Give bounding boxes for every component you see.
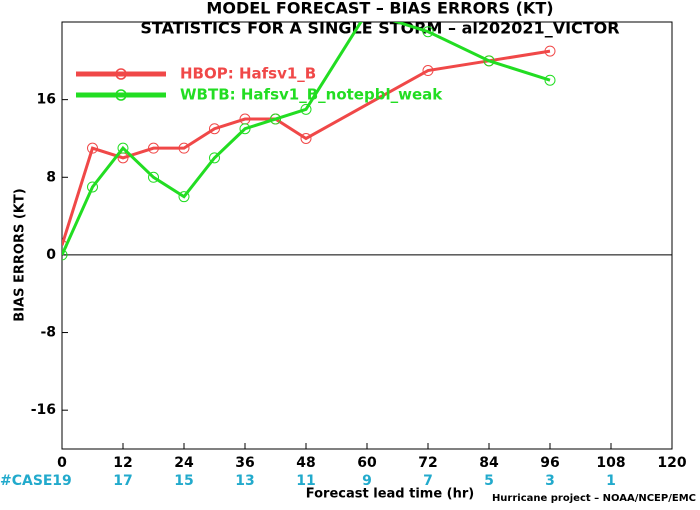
series-marker: [483, 55, 495, 67]
case-count: 3: [545, 473, 555, 489]
x-tick-label: 108: [596, 455, 625, 471]
x-tick-label: 36: [235, 455, 254, 471]
x-tick-label: 60: [357, 455, 377, 471]
series-marker: [300, 132, 312, 144]
x-tick-label: 72: [418, 455, 437, 471]
case-count: 19: [52, 473, 71, 489]
footer: Hurricane project – NOAA/NCEP/EMC: [492, 493, 696, 504]
legend-marker: [115, 89, 127, 101]
series-marker: [178, 142, 190, 154]
x-tick-label: 84: [479, 455, 499, 471]
y-tick-label: 0: [46, 247, 56, 263]
series-marker: [544, 74, 556, 86]
case-count: 1: [606, 473, 616, 489]
series-marker: [209, 123, 220, 135]
series-line: [62, 22, 551, 256]
x-axis-label: Forecast lead time (hr): [306, 487, 474, 502]
chart-title: MODEL FORECAST – BIAS ERRORS (KT): [206, 0, 553, 18]
series-marker: [62, 249, 68, 261]
case-label: #CASE: [0, 473, 53, 489]
x-tick-label: 12: [113, 455, 132, 471]
case-count: 7: [423, 473, 433, 489]
x-tick-label: 24: [174, 455, 194, 471]
x-tick-label: 120: [657, 455, 686, 471]
y-tick-label: -8: [40, 325, 56, 341]
x-tick-label: 96: [540, 455, 559, 471]
series-marker: [422, 65, 434, 77]
case-count: 9: [362, 473, 372, 489]
series-marker: [270, 113, 281, 125]
case-count: 15: [174, 473, 193, 489]
chart-subtitle: STATISTICS FOR A SINGLE STORM – al202021…: [140, 19, 619, 38]
legend-label: HBOP: Hafsv1_B: [180, 65, 316, 83]
case-count: 11: [296, 473, 315, 489]
legend-marker: [115, 68, 127, 80]
x-tick-label: 48: [296, 455, 315, 471]
plot-area: [62, 22, 556, 261]
series-marker: [87, 181, 98, 193]
y-tick-label: 8: [46, 169, 56, 185]
series-marker: [300, 103, 312, 115]
legend-label: WBTB: Hafsv1_B_notepbl_weak: [180, 86, 443, 104]
x-tick-label: 0: [57, 455, 67, 471]
series-marker: [148, 142, 159, 154]
series-marker: [209, 152, 220, 164]
case-count: 17: [113, 473, 132, 489]
y-tick-label: -16: [31, 402, 56, 418]
y-tick-label: 16: [37, 92, 56, 108]
series-marker: [544, 45, 556, 57]
series-marker: [148, 171, 159, 183]
series-marker: [178, 191, 190, 203]
series-marker: [117, 142, 129, 154]
series-marker: [422, 26, 434, 38]
case-count: 5: [484, 473, 494, 489]
series-marker: [87, 142, 98, 154]
series-marker: [239, 123, 251, 135]
case-count: 13: [235, 473, 254, 489]
y-axis-label: BIAS ERRORS (KT): [13, 188, 28, 321]
